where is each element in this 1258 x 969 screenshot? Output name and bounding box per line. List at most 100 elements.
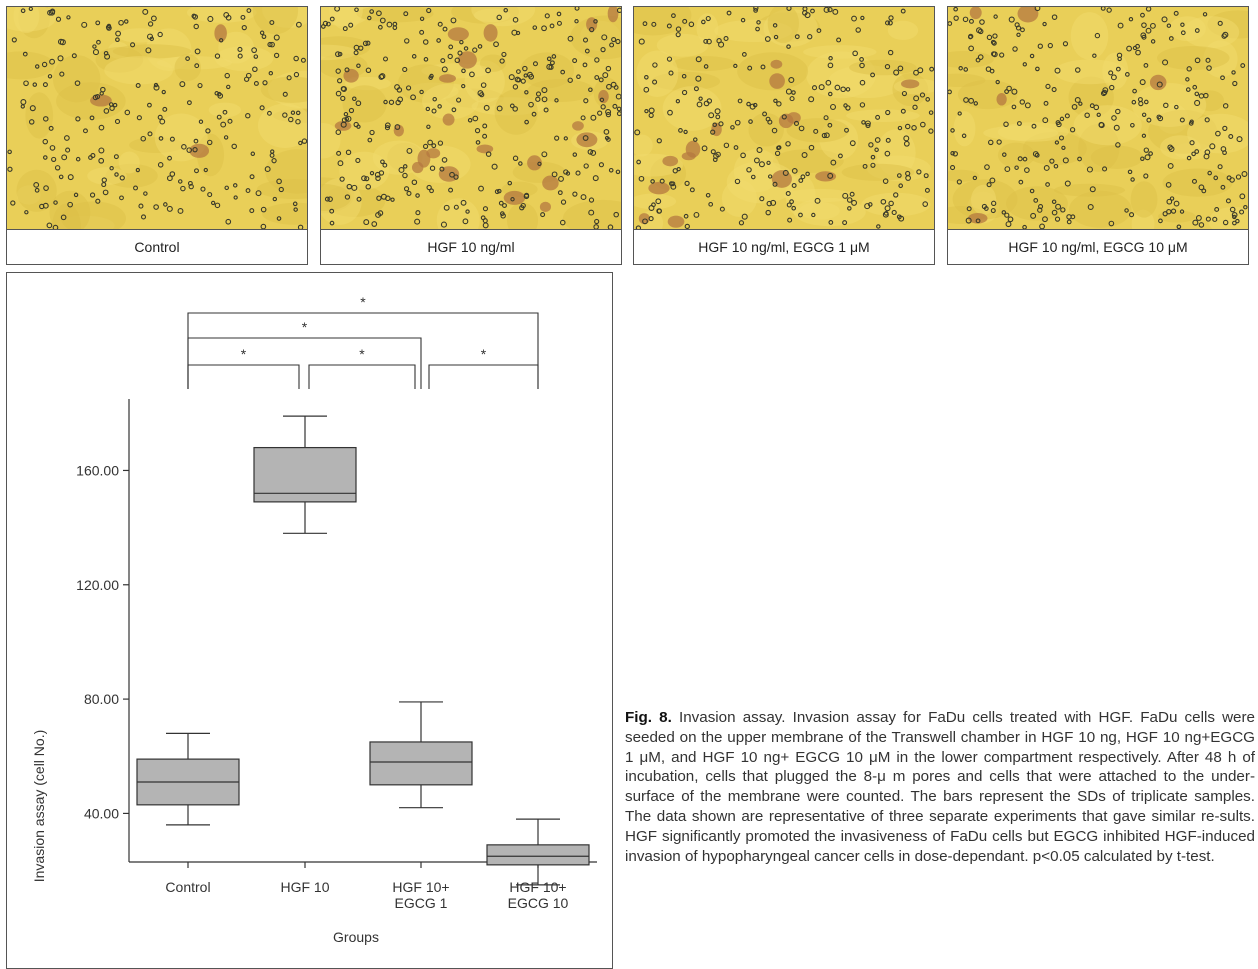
membrane-pore	[582, 135, 589, 141]
membrane-pore	[363, 219, 370, 226]
membrane-texture	[798, 202, 840, 220]
membrane-pore	[963, 97, 969, 103]
membrane-pore	[984, 164, 990, 170]
membrane-pore	[262, 80, 268, 86]
membrane-pore	[512, 17, 519, 23]
membrane-pore	[1188, 121, 1194, 126]
membrane-pore	[1179, 209, 1185, 214]
micrograph-background	[7, 7, 307, 229]
membrane-pore	[98, 124, 105, 131]
membrane-pore	[1225, 198, 1231, 204]
membrane-pore	[785, 88, 792, 95]
membrane-pore	[966, 206, 972, 212]
membrane-pore	[1222, 31, 1229, 38]
invaded-cell	[393, 124, 404, 137]
membrane-texture	[733, 149, 781, 193]
membrane-pore	[335, 90, 342, 97]
membrane-pore	[1201, 188, 1207, 194]
membrane-pore	[203, 167, 208, 173]
membrane-pore	[166, 205, 173, 212]
membrane-pore	[1061, 145, 1066, 151]
membrane-pore	[776, 101, 782, 107]
membrane-pore	[474, 127, 481, 134]
membrane-pore	[1145, 7, 1152, 12]
membrane-pore	[158, 136, 164, 141]
membrane-pore	[187, 180, 193, 186]
membrane-pore	[885, 109, 891, 116]
membrane-pore	[648, 204, 655, 211]
membrane-pore	[1084, 112, 1090, 119]
membrane-pore	[1217, 20, 1223, 26]
membrane-pore	[774, 150, 781, 157]
membrane-pore	[1051, 14, 1058, 20]
membrane-texture	[321, 7, 372, 27]
membrane-pore	[344, 194, 351, 200]
membrane-pore	[426, 124, 431, 129]
membrane-pore	[1053, 163, 1059, 169]
membrane-pore	[975, 218, 981, 224]
membrane-pore	[855, 27, 861, 33]
membrane-pore	[57, 55, 64, 62]
membrane-pore	[572, 191, 578, 197]
membrane-pore	[101, 177, 107, 183]
membrane-texture	[112, 44, 192, 59]
membrane-pore	[431, 143, 437, 149]
membrane-pore	[297, 224, 304, 229]
membrane-pore	[532, 61, 538, 67]
membrane-pore	[114, 172, 119, 177]
membrane-pore	[105, 24, 111, 30]
micrograph-panel-hgf: HGF 10 ng/ml	[320, 6, 622, 265]
box-1	[253, 415, 357, 534]
membrane-pore	[98, 147, 105, 154]
membrane-pore	[929, 66, 934, 72]
micrograph-panel-hgf-egcg1: HGF 10 ng/ml, EGCG 1 μM	[633, 6, 935, 265]
membrane-texture	[662, 86, 722, 131]
membrane-pore	[810, 8, 815, 14]
membrane-pore	[130, 42, 136, 48]
membrane-pore	[524, 119, 529, 125]
membrane-pore	[180, 185, 186, 192]
membrane-pore	[876, 224, 881, 229]
membrane-pore	[666, 23, 672, 29]
membrane-pore	[336, 150, 342, 156]
membrane-pore	[92, 44, 97, 49]
membrane-pore	[766, 200, 773, 207]
membrane-pore	[364, 176, 370, 182]
membrane-pore	[83, 128, 88, 134]
membrane-pore	[482, 218, 488, 224]
membrane-pore	[678, 128, 683, 133]
membrane-pore	[875, 114, 881, 120]
membrane-pore	[369, 129, 375, 136]
membrane-pore	[269, 152, 275, 158]
membrane-texture	[656, 33, 709, 57]
membrane-pore	[1014, 165, 1019, 170]
membrane-pore	[887, 20, 893, 26]
membrane-pore	[988, 139, 994, 146]
membrane-pore	[1232, 220, 1237, 226]
membrane-pore	[356, 63, 361, 68]
membrane-pore	[437, 21, 443, 27]
membrane-pore	[245, 188, 251, 193]
membrane-pore	[1115, 108, 1121, 115]
membrane-pore	[788, 77, 795, 84]
membrane-pore	[214, 91, 219, 96]
membrane-pore	[613, 211, 619, 218]
membrane-pore	[109, 105, 115, 111]
membrane-pore	[741, 52, 747, 57]
membrane-texture	[527, 79, 595, 103]
membrane-pore	[588, 87, 593, 93]
membrane-pore	[406, 147, 413, 154]
membrane-pore	[1034, 152, 1040, 158]
membrane-pore	[1194, 99, 1201, 106]
membrane-pore	[355, 157, 361, 164]
membrane-pore	[719, 206, 725, 212]
membrane-texture	[323, 184, 386, 217]
membrane-texture	[252, 7, 299, 35]
membrane-pore	[478, 185, 484, 192]
membrane-pore	[559, 219, 566, 226]
membrane-texture	[1053, 183, 1126, 197]
membrane-pore	[342, 26, 348, 32]
membrane-texture	[1148, 109, 1218, 154]
membrane-pore	[483, 104, 490, 111]
membrane-pore	[1206, 65, 1212, 71]
